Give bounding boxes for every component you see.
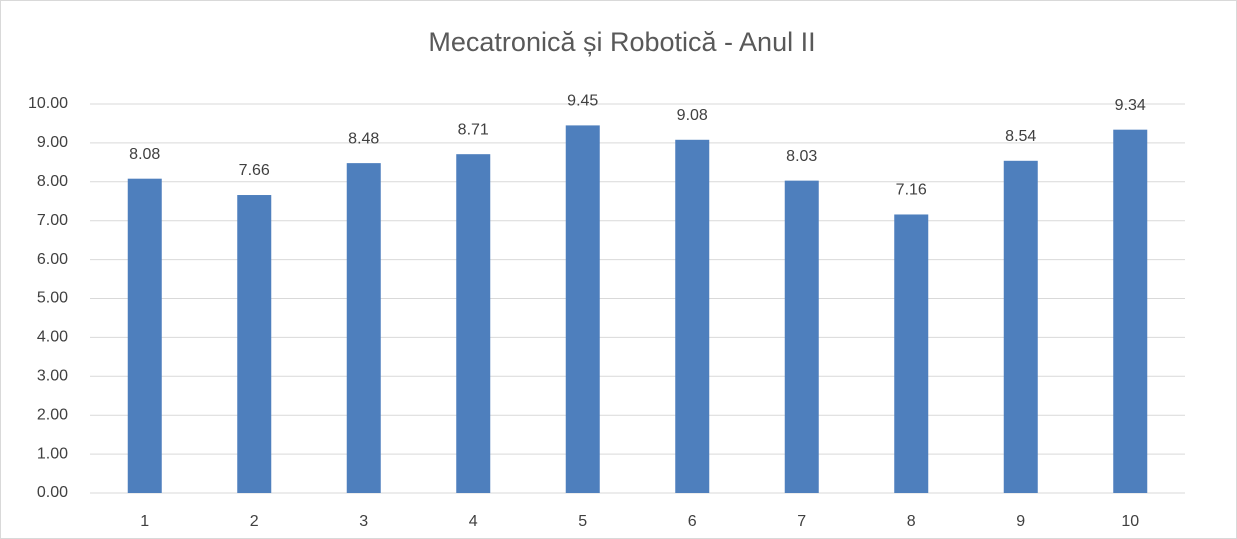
data-label: 7.66 bbox=[239, 162, 270, 179]
bar bbox=[784, 180, 819, 493]
bar bbox=[1003, 160, 1038, 493]
x-tick-label: 8 bbox=[907, 513, 916, 530]
y-tick-label: 9.00 bbox=[37, 134, 68, 151]
data-label: 7.16 bbox=[896, 182, 927, 199]
data-label: 9.08 bbox=[677, 107, 708, 124]
bar bbox=[675, 139, 710, 493]
y-tick-label: 8.00 bbox=[37, 173, 68, 190]
y-tick-label: 0.00 bbox=[37, 484, 68, 501]
x-tick-label: 4 bbox=[469, 513, 478, 530]
x-tick-label: 6 bbox=[688, 513, 697, 530]
bar bbox=[127, 178, 162, 494]
x-tick-label: 9 bbox=[1016, 513, 1025, 530]
x-tick-label: 2 bbox=[250, 513, 259, 530]
data-label: 8.08 bbox=[129, 146, 160, 163]
x-tick-label: 10 bbox=[1121, 513, 1139, 530]
y-tick-label: 2.00 bbox=[37, 406, 68, 423]
y-tick-label: 1.00 bbox=[37, 445, 68, 462]
chart-title: Mecatronică și Robotică - Anul II bbox=[428, 27, 815, 57]
y-tick-label: 3.00 bbox=[37, 368, 68, 385]
data-label: 9.45 bbox=[567, 93, 598, 110]
data-label: 8.54 bbox=[1005, 128, 1036, 145]
bar bbox=[894, 214, 929, 493]
data-label: 8.48 bbox=[348, 130, 379, 147]
bar bbox=[237, 195, 272, 493]
y-tick-label: 4.00 bbox=[37, 329, 68, 346]
bar bbox=[346, 163, 381, 494]
x-tick-label: 7 bbox=[797, 513, 806, 530]
x-tick-label: 5 bbox=[578, 513, 587, 530]
bar bbox=[456, 154, 491, 493]
y-tick-label: 10.00 bbox=[28, 95, 68, 112]
data-label: 8.03 bbox=[786, 148, 817, 165]
x-tick-label: 3 bbox=[359, 513, 368, 530]
y-tick-label: 5.00 bbox=[37, 290, 68, 307]
bar bbox=[1113, 129, 1148, 493]
data-label: 9.34 bbox=[1115, 97, 1146, 114]
y-tick-label: 6.00 bbox=[37, 251, 68, 268]
y-tick-label: 7.00 bbox=[37, 212, 68, 229]
x-tick-label: 1 bbox=[140, 513, 149, 530]
bar bbox=[565, 125, 600, 494]
data-label: 8.71 bbox=[458, 121, 489, 138]
